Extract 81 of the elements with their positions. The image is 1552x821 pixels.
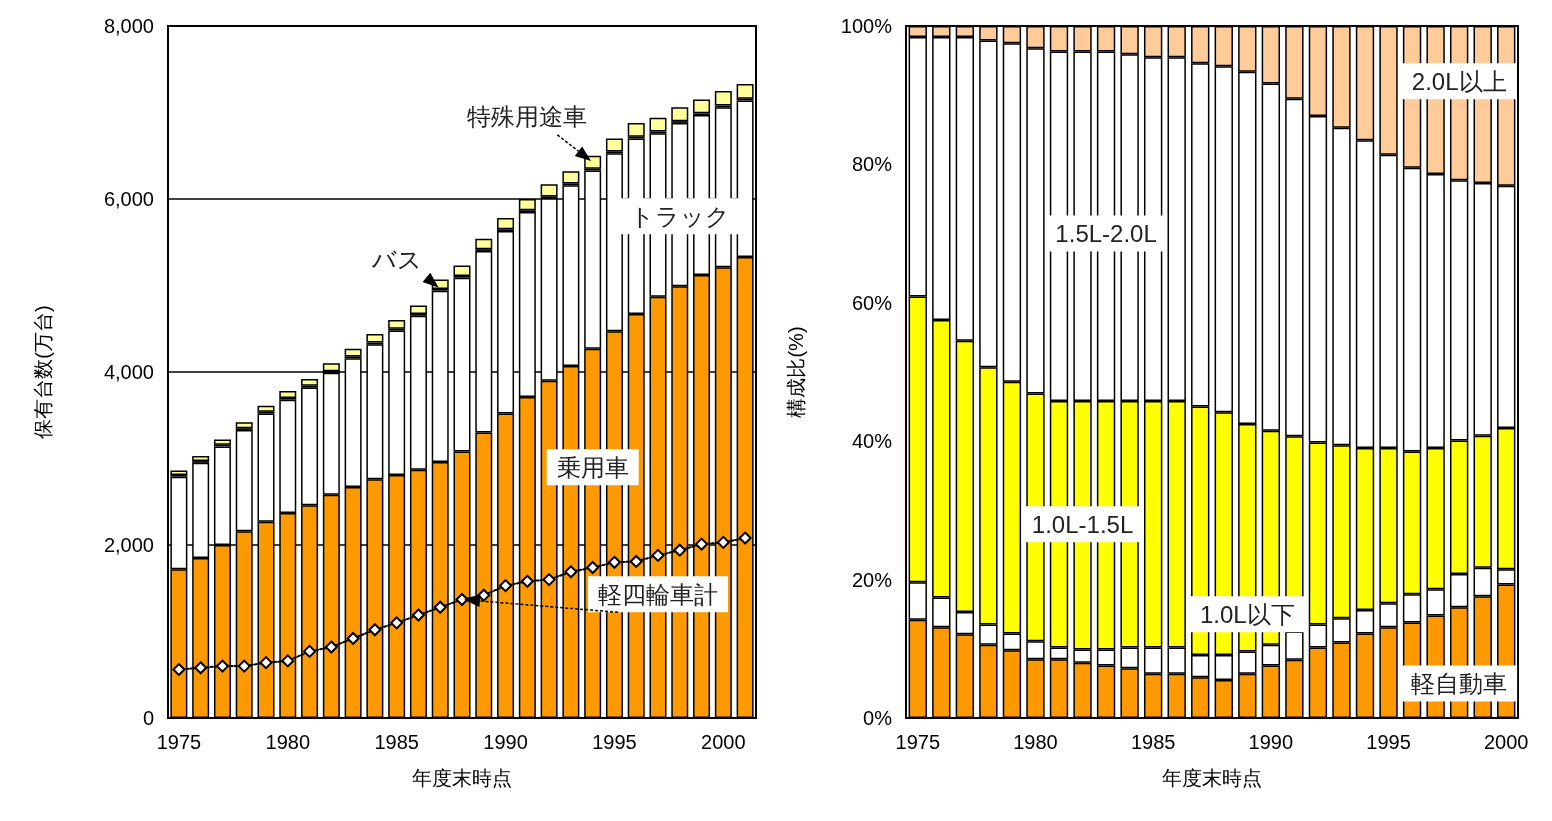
point [738, 531, 752, 545]
x-tick-label: 1975 [156, 731, 202, 753]
bar [279, 391, 297, 398]
bar [409, 305, 427, 315]
bar [257, 405, 275, 412]
point [172, 663, 186, 677]
x-axis-title: 年度末時点 [1162, 767, 1262, 789]
bar [497, 218, 515, 230]
bar [540, 184, 558, 197]
point [433, 600, 447, 614]
point [324, 640, 338, 654]
point [564, 565, 578, 579]
series-label: 2.0L以上 [1411, 67, 1507, 95]
point [673, 543, 687, 557]
point [607, 555, 621, 569]
x-axis-title: 年度末時点 [412, 767, 512, 789]
point [237, 659, 251, 673]
y-tick-label: 0% [863, 707, 893, 729]
x-tick-label: 1975 [895, 731, 941, 753]
y-tick-label: 6,000 [103, 188, 154, 210]
x-tick-label: 1985 [1130, 731, 1176, 753]
x-tick-label: 1995 [1366, 731, 1411, 753]
point [215, 659, 229, 673]
x-tick-label: 2000 [701, 731, 746, 753]
point [411, 608, 425, 622]
point [303, 644, 317, 658]
point [281, 654, 295, 668]
x-tick-label: 1990 [483, 731, 528, 753]
point [477, 588, 491, 602]
point [520, 574, 534, 588]
y-tick-label: 8,000 [103, 15, 154, 37]
y-axis-title: 構成比(%) [785, 326, 807, 418]
bar [344, 348, 362, 357]
point [194, 661, 208, 675]
bar [693, 99, 711, 114]
series-label: 特殊用途車 [467, 103, 588, 131]
bar [562, 171, 580, 184]
y-axis-title: 保有台数(万台) [32, 305, 54, 439]
bar [192, 455, 210, 462]
x-tick-label: 2000 [1483, 731, 1529, 753]
series-label: 軽四輪車計 [598, 580, 718, 608]
y-tick-label: 40% [851, 430, 893, 453]
x-tick-label: 1995 [592, 731, 637, 753]
y-tick-label: 4,000 [103, 361, 154, 383]
x-tick-label: 1980 [265, 731, 311, 753]
y-tick-label: 60% [851, 291, 893, 314]
series-label: バス [370, 246, 422, 274]
series-label: 1.5L-2.0L [1055, 220, 1157, 248]
point [716, 535, 730, 549]
point [368, 623, 382, 637]
point [651, 548, 665, 562]
bar [671, 107, 689, 122]
point [542, 573, 556, 587]
point [586, 560, 600, 574]
series-label: 軽自動車 [1411, 669, 1508, 697]
point [499, 579, 513, 593]
bar [605, 138, 623, 152]
series-label: トラック [629, 202, 730, 230]
bar [235, 422, 253, 429]
bar [170, 470, 188, 475]
series-label: 1.0L-1.5L [1031, 510, 1134, 538]
point [629, 554, 643, 568]
point [455, 592, 469, 606]
x-tick-label: 1990 [1248, 731, 1294, 753]
bar [475, 238, 493, 250]
y-tick-label: 100% [840, 15, 893, 37]
point [259, 656, 273, 670]
point [346, 631, 360, 645]
x-tick-label: 1985 [374, 731, 419, 753]
y-tick-label: 20% [851, 568, 893, 591]
bar [453, 265, 471, 276]
series-label: 1.0L以下 [1199, 600, 1295, 628]
y-tick-label: 0 [142, 707, 154, 729]
bar [322, 363, 340, 372]
series-label: 乗用車 [556, 453, 629, 481]
point [695, 537, 709, 551]
y-tick-label: 2,000 [103, 534, 154, 556]
point [390, 616, 404, 630]
x-tick-label: 1980 [1013, 731, 1058, 753]
bar [301, 378, 319, 386]
y-tick-label: 80% [851, 153, 893, 176]
